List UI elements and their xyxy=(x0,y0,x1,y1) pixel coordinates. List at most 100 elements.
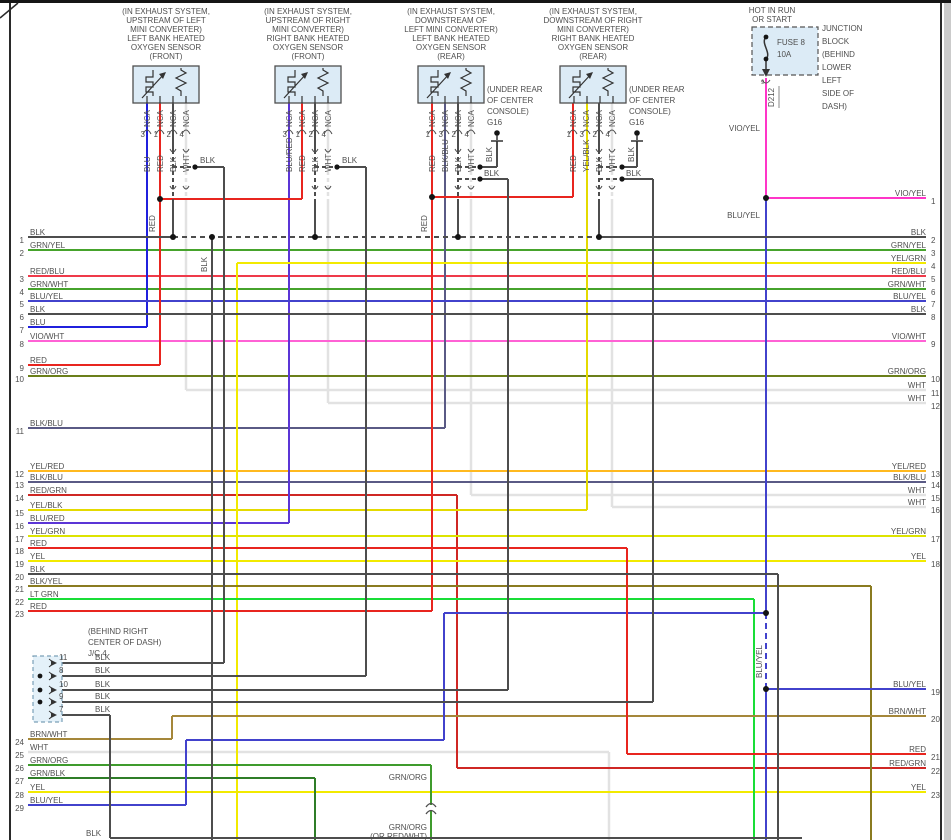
fuse-feed-wire-label: VIO/YEL xyxy=(729,124,761,133)
left-pin-number: 1 xyxy=(20,236,25,245)
jc4-block xyxy=(32,655,63,723)
right-pin-label: RED/GRN xyxy=(889,759,926,768)
left-pin-number: 23 xyxy=(15,610,24,619)
jc4-title: (BEHIND RIGHT xyxy=(88,627,148,636)
junction-block-note: DASH) xyxy=(822,102,847,111)
sensor-arrow-icon xyxy=(159,72,166,79)
jc4-pin-number: 8 xyxy=(59,666,64,675)
red-junction2-label: RED xyxy=(420,215,429,232)
left-pin-label: BLK xyxy=(30,305,46,314)
nca-label: NCA xyxy=(182,109,191,127)
left-pin-number: 20 xyxy=(15,573,24,582)
left-pin-label: BLK/BLU xyxy=(30,419,63,428)
wire-vio-yel xyxy=(765,78,926,199)
sensor-2-title: (FRONT) xyxy=(292,52,325,61)
nca-label: NCA xyxy=(311,109,320,127)
sensor-pin-number: 1 xyxy=(567,130,572,139)
sensor-pin-wire-label: RED xyxy=(428,155,437,172)
left-pin-number: 22 xyxy=(15,598,24,607)
nca-label: NCA xyxy=(143,109,152,127)
right-pin-number: 8 xyxy=(931,313,936,322)
sensor-1-title: LEFT BANK HEATED xyxy=(127,34,205,43)
wire-yel xyxy=(28,262,926,840)
right-pin-label: BLK xyxy=(911,228,927,237)
left-pin-label: YEL/BLK xyxy=(30,501,63,510)
sensor-4-element-icon xyxy=(568,68,615,103)
sensor-pin-wire-label: BLU/RED xyxy=(285,137,294,172)
left-pin-label: RED/BLU xyxy=(30,267,65,276)
left-pin-label: RED xyxy=(30,602,47,611)
right-pin-label: GRN/YEL xyxy=(891,241,927,250)
left-pin-label: YEL/RED xyxy=(30,462,64,471)
sensor-pin-wire-label: WHT xyxy=(324,154,333,172)
nca-label: NCA xyxy=(156,109,165,127)
ground-symbols xyxy=(491,130,643,142)
right-pin-label: GRN/WHT xyxy=(888,280,926,289)
right-pin-number: 4 xyxy=(931,262,936,271)
left-pin-label: BLU/RED xyxy=(30,514,65,523)
sensor-pin-number: 4 xyxy=(322,130,327,139)
left-pin-label: BLK/YEL xyxy=(30,577,63,586)
left-pin-number: 21 xyxy=(15,585,24,594)
ground-location-note: CONSOLE) xyxy=(487,107,529,116)
right-pin-number: 12 xyxy=(931,402,940,411)
right-pin-number: 18 xyxy=(931,560,940,569)
jc4-pin-number: 7 xyxy=(59,705,64,714)
bottom-blk-label: BLK xyxy=(86,829,102,838)
jc4-arrow-icon xyxy=(51,699,57,705)
jc4-pin-label: BLK xyxy=(95,692,111,701)
sensor-pin-wire-label: BLK xyxy=(595,156,604,172)
arrow-down-icon xyxy=(762,69,770,77)
sensor-3-title: (REAR) xyxy=(437,52,465,61)
sensor-4-title: DOWNSTREAM OF RIGHT xyxy=(543,16,642,25)
sensor-pin-wire-label: RED xyxy=(298,155,307,172)
right-pin-number: 16 xyxy=(931,506,940,515)
sensor-pin-number: 1 xyxy=(426,130,431,139)
sensor-pin-number: 1 xyxy=(296,130,301,139)
sensor-1-title: MINI CONVERTER) xyxy=(130,25,202,34)
right-pin-label: WHT xyxy=(908,498,926,507)
right-pin-number: 1 xyxy=(931,197,936,206)
nca-label: NCA xyxy=(285,109,294,127)
sensor3-box xyxy=(417,65,485,104)
left-pin-number: 14 xyxy=(15,494,24,503)
sensor-1-title: OXYGEN SENSOR xyxy=(131,43,201,52)
fuse-name: FUSE 8 xyxy=(777,38,806,47)
nca-label: NCA xyxy=(582,109,591,127)
sensor-4-title: OXYGEN SENSOR xyxy=(558,43,628,52)
left-pin-number: 16 xyxy=(15,522,24,531)
sensor-pin-number: 4 xyxy=(180,130,185,139)
ground-location-note: G16 xyxy=(487,118,503,127)
hot-in-run-label: HOT IN RUN xyxy=(749,6,796,15)
junction-dots xyxy=(37,34,769,705)
jc4-connector-arrows xyxy=(48,658,57,720)
left-pin-number: 4 xyxy=(20,288,25,297)
nca-label: NCA xyxy=(454,109,463,127)
sensor-boxes xyxy=(132,65,627,104)
sensor-pin-wire-label: BLK xyxy=(169,156,178,172)
wire-red-grn xyxy=(28,494,926,769)
g16-ground-icon xyxy=(494,130,500,136)
left-pin-number: 8 xyxy=(20,340,25,349)
sensor-pin-number: 3 xyxy=(439,130,444,139)
left-pin-number: 25 xyxy=(15,751,24,760)
left-pin-label: LT GRN xyxy=(30,590,59,599)
connector-arc-icon xyxy=(761,79,771,84)
sensor-pin-number: 4 xyxy=(465,130,470,139)
right-pin-label: YEL/GRN xyxy=(891,254,926,263)
left-pin-number: 28 xyxy=(15,791,24,800)
sensor-pin-number: 3 xyxy=(283,130,288,139)
left-pin-label: GRN/WHT xyxy=(30,280,68,289)
g16-ground-bar-2 xyxy=(631,135,643,142)
sensor-pin-wire-label: RED xyxy=(569,155,578,172)
wire-layer xyxy=(28,78,926,840)
blu-yel-dashed-label: BLU/YEL xyxy=(755,645,764,678)
ground-location-note: (UNDER REAR xyxy=(629,85,685,94)
right-pin-label: WHT xyxy=(908,486,926,495)
jc4-pin-number: 11 xyxy=(59,653,68,662)
sensor-pin-wire-label: WHT xyxy=(182,154,191,172)
wire-blk-yel xyxy=(28,585,872,840)
wire-lt-grn xyxy=(28,598,755,840)
ground-location-note: OF CENTER xyxy=(629,96,675,105)
g16-ground-bar xyxy=(491,135,503,142)
